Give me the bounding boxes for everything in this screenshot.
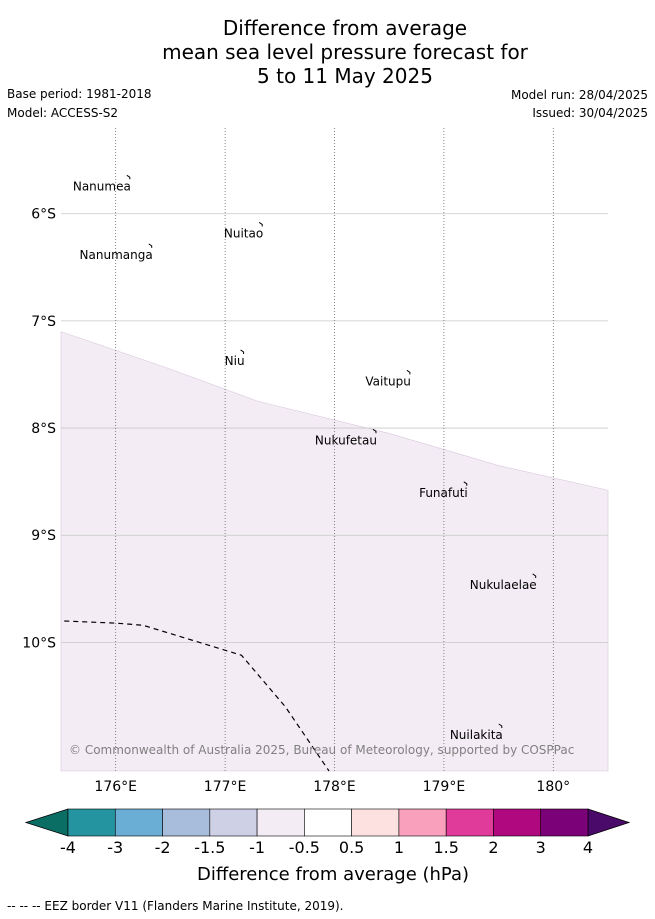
- island-marker: [498, 723, 503, 728]
- colorbar-tick-label: 3: [536, 838, 546, 857]
- colorbar-swatch: [256, 808, 305, 837]
- colorbar-tick-label: -4: [60, 838, 76, 857]
- copyright-text: © Commonwealth of Australia 2025, Bureau…: [69, 743, 574, 757]
- island-label: Funafuti: [419, 486, 468, 500]
- chart-title: Difference from average mean sea level p…: [0, 16, 655, 88]
- map-area: 6°S 7°S 8°S 9°S 10°S 176°E 177°E 178°E 179°E 180°…: [22, 128, 609, 795]
- island-label: Nanumea: [73, 179, 131, 193]
- colorbar-tick-label: 1.5: [433, 838, 458, 857]
- colorbar-swatch: [162, 808, 211, 837]
- colorbar-tick-label: -3: [107, 838, 123, 857]
- colorbar-tick-label: -0.5: [289, 838, 320, 857]
- island-label: Niu: [225, 354, 245, 368]
- colorbar-under-arrow: [24, 808, 69, 837]
- lat-tick-label: 9°S: [31, 528, 56, 544]
- lat-tick-label: 10°S: [22, 635, 56, 651]
- island-marker: [148, 243, 153, 248]
- title-line-1: Difference from average: [222, 16, 468, 40]
- eez-border-line: [64, 620, 330, 772]
- lat-tick-label: 8°S: [31, 421, 56, 437]
- model-name: Model: ACCESS-S2: [7, 106, 119, 120]
- eez-legend: -- -- -- EEZ border V11 (Flanders Marine…: [7, 899, 344, 913]
- island-label: Nanumanga: [80, 248, 153, 262]
- lon-tick-label: 176°E: [94, 779, 137, 795]
- issued-date: Issued: 30/04/2025: [532, 106, 648, 120]
- island-marker: [240, 349, 245, 354]
- lon-tick-label: 178°E: [313, 779, 356, 795]
- colorbar-swatch: [351, 808, 400, 837]
- island-marker: [258, 222, 263, 227]
- colorbar-swatch: [209, 808, 258, 837]
- colorbar: -4 -3 -2 -1.5 -1 -0.5 0.5 1 1.5 2 3 4 Difference fro…: [24, 808, 631, 885]
- model-run: Model run: 28/04/2025: [510, 88, 648, 102]
- colorbar-swatch: [398, 808, 447, 837]
- island-marker: [463, 481, 468, 486]
- colorbar-tick-label: -2: [155, 838, 171, 857]
- island-label: Nuilakita: [450, 728, 503, 742]
- colorbar-swatch: [540, 808, 589, 837]
- colorbar-tick-label: 4: [583, 838, 593, 857]
- colorbar-label: Difference from average (hPa): [197, 864, 469, 885]
- colorbar-swatch: [67, 808, 116, 837]
- island-label: Nukufetau: [315, 433, 377, 447]
- colorbar-swatch: [304, 808, 352, 837]
- colorbar-tick-label: -1.5: [194, 838, 225, 857]
- island-marker: [372, 428, 377, 434]
- lat-tick-label: 7°S: [31, 314, 56, 330]
- title-line-3: 5 to 11 May 2025: [257, 64, 433, 88]
- colorbar-tick-label: 0.5: [339, 838, 364, 857]
- colorbar-swatch: [493, 808, 542, 837]
- lat-tick-label: 6°S: [31, 207, 56, 223]
- colorbar-over-arrow: [587, 808, 631, 837]
- lon-tick-label: 177°E: [204, 779, 247, 795]
- island-marker: [532, 573, 537, 578]
- base-period: Base period: 1981-2018: [7, 87, 152, 101]
- island-marker: [406, 369, 411, 375]
- colorbar-swatch: [445, 808, 494, 837]
- lon-tick-label: 179°E: [423, 779, 466, 795]
- title-line-2: mean sea level pressure forecast for: [162, 40, 528, 64]
- colorbar-tick-label: 1: [394, 838, 404, 857]
- colorbar-swatch: [114, 808, 163, 837]
- island-label: Nukulaelae: [470, 578, 537, 592]
- island-marker: [126, 174, 131, 180]
- lon-tick-label: 180°: [536, 779, 570, 795]
- colorbar-tick-label: 2: [488, 838, 498, 857]
- colorbar-tick-label: -1: [249, 838, 265, 857]
- island-label: Nuitao: [224, 226, 263, 240]
- island-label: Vaitupu: [365, 374, 411, 388]
